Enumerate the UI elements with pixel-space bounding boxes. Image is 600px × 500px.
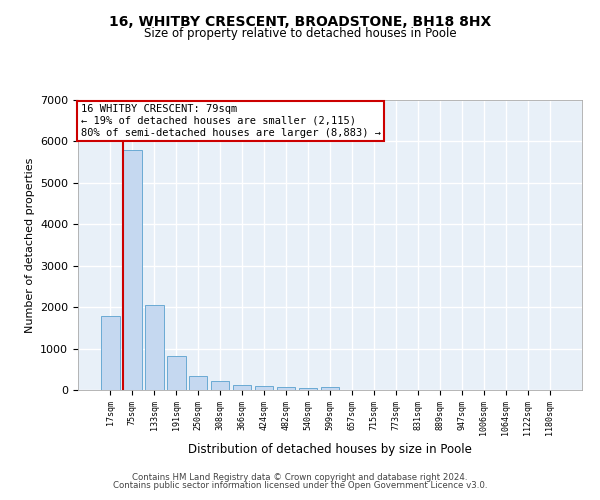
Text: Contains public sector information licensed under the Open Government Licence v3: Contains public sector information licen… [113, 481, 487, 490]
Bar [255, 386, 274, 390]
Bar [123, 150, 142, 390]
Bar [167, 356, 185, 390]
Bar [277, 388, 295, 390]
Text: Distribution of detached houses by size in Poole: Distribution of detached houses by size … [188, 442, 472, 456]
Text: Contains HM Land Registry data © Crown copyright and database right 2024.: Contains HM Land Registry data © Crown c… [132, 472, 468, 482]
Bar [145, 304, 164, 390]
Bar [189, 376, 208, 390]
Bar [101, 316, 119, 390]
Bar [233, 385, 251, 390]
Bar [320, 387, 340, 390]
Text: Size of property relative to detached houses in Poole: Size of property relative to detached ho… [143, 28, 457, 40]
Bar [211, 381, 229, 390]
Bar [299, 388, 317, 390]
Text: 16 WHITBY CRESCENT: 79sqm
← 19% of detached houses are smaller (2,115)
80% of se: 16 WHITBY CRESCENT: 79sqm ← 19% of detac… [80, 104, 380, 138]
Text: 16, WHITBY CRESCENT, BROADSTONE, BH18 8HX: 16, WHITBY CRESCENT, BROADSTONE, BH18 8H… [109, 15, 491, 29]
Y-axis label: Number of detached properties: Number of detached properties [25, 158, 35, 332]
